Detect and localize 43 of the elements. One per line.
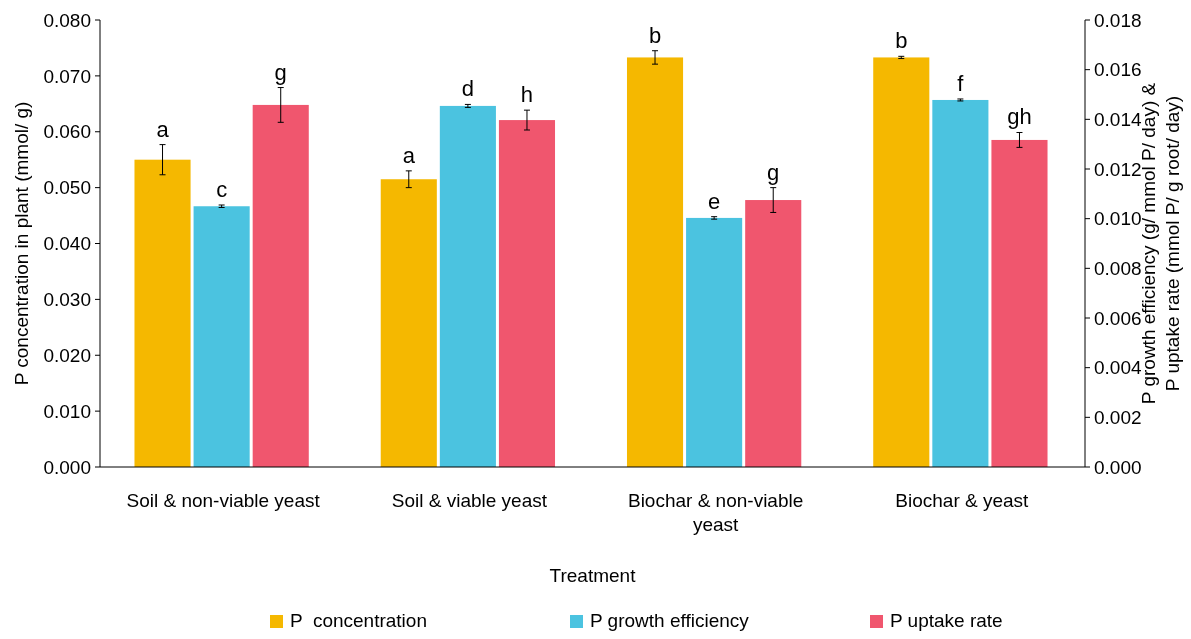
y-tick-label: 0.040 <box>43 233 91 255</box>
data-label: g <box>274 59 287 85</box>
data-label: a <box>402 142 416 168</box>
y-axis-title: P concentration in plant (mmol/ g) <box>11 101 32 386</box>
y-tick-label: 0.020 <box>43 344 91 366</box>
y-tick-label: 0.010 <box>43 400 91 422</box>
data-label: b <box>648 22 662 48</box>
y2-tick-label: 0.014 <box>1094 108 1142 130</box>
bar <box>498 120 556 467</box>
data-label: e <box>708 188 721 214</box>
y2-tick-label: 0.010 <box>1094 208 1142 230</box>
y-tick-label: 0.030 <box>43 289 91 311</box>
bar <box>252 104 309 467</box>
y2-tick-label: 0.016 <box>1094 59 1142 81</box>
y-tick-label: 0.080 <box>43 9 91 31</box>
data-label: g <box>767 159 780 185</box>
x-tick-label: Soil & non-viable yeast <box>126 490 321 511</box>
data-label: f <box>957 70 965 96</box>
y2-tick-label: 0.006 <box>1094 307 1142 329</box>
data-label: b <box>895 28 908 54</box>
y2-tick-label: 0.018 <box>1094 9 1142 31</box>
x-tick-label: Biochar & yeast <box>895 490 1030 511</box>
x-tick-label: Soil & viable yeast <box>391 490 548 511</box>
data-label: c <box>216 177 228 203</box>
y2-tick-label: 0.012 <box>1094 158 1142 180</box>
y-tick-label: 0.060 <box>43 121 91 143</box>
legend-label: P growth efficiency <box>590 610 750 631</box>
data-label: d <box>461 76 474 102</box>
bar <box>745 200 802 467</box>
bar <box>991 139 1048 467</box>
y-tick-label: 0.070 <box>43 65 91 87</box>
data-label: gh <box>1007 104 1032 130</box>
y-tick-label: 0.000 <box>43 456 91 478</box>
data-label: a <box>156 116 170 142</box>
y-tick-label: 0.050 <box>43 177 91 199</box>
legend-label: P concentration <box>290 610 427 631</box>
x-tick-label: Biochar & non-viable yeast <box>627 490 804 535</box>
data-label: h <box>520 82 534 108</box>
y2-tick-label: 0.000 <box>1094 456 1142 478</box>
x-axis-title: Treatment <box>549 565 637 586</box>
y2-tick-label: 0.008 <box>1094 257 1142 279</box>
y2-tick-label: 0.002 <box>1094 406 1142 428</box>
legend-label: P uptake rate <box>890 610 1003 631</box>
